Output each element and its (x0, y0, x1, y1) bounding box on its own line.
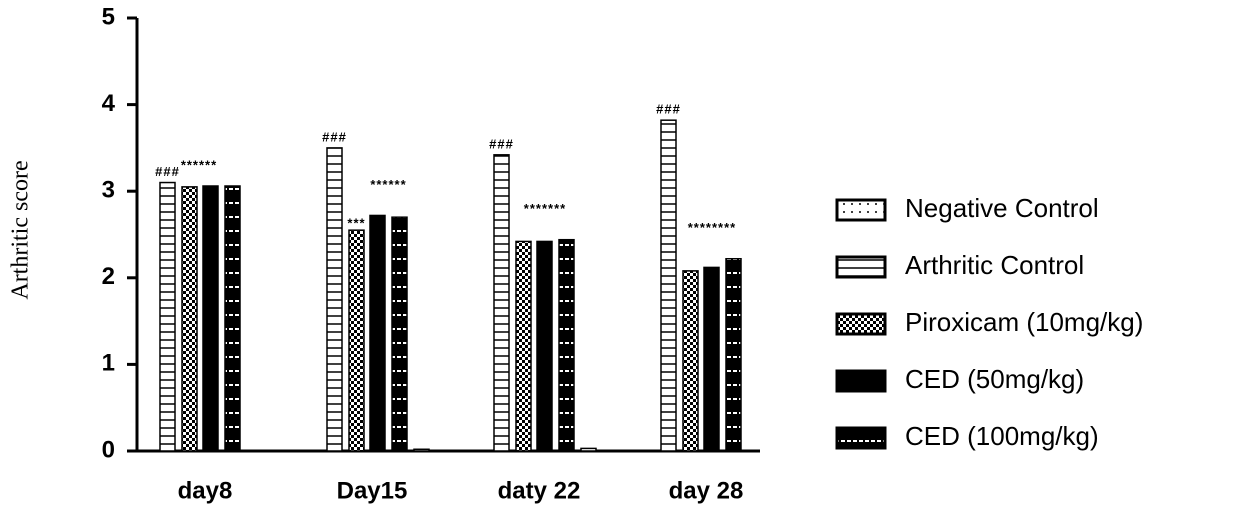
legend-label: Arthritic Control (905, 250, 1084, 280)
bar (348, 229, 365, 452)
bar (493, 154, 510, 452)
bar (181, 186, 198, 452)
bar (580, 447, 597, 452)
bar (224, 185, 241, 452)
legend-swatch (835, 198, 887, 222)
legend-swatch (835, 426, 887, 450)
annotation: ### (155, 164, 180, 179)
bar (515, 240, 532, 452)
y-tick-label: 4 (102, 90, 116, 117)
y-tick-label: 1 (102, 350, 115, 377)
legend-label: CED (100mg/kg) (905, 421, 1099, 451)
bar (703, 266, 720, 452)
bar (660, 119, 677, 452)
bar (326, 147, 343, 452)
annotation: ### (322, 129, 347, 144)
legend-swatch (835, 255, 887, 279)
annotation: ******* (524, 201, 566, 216)
bar (369, 214, 386, 452)
annotation: ### (489, 136, 514, 151)
x-tick-label: day8 (178, 477, 233, 504)
bar (725, 257, 742, 452)
bar (413, 448, 430, 452)
legend-label: Negative Control (905, 193, 1099, 223)
annotation: ****** (370, 177, 406, 192)
x-tick-label: daty 22 (498, 477, 581, 504)
bar (159, 181, 176, 452)
annotation: *** (347, 216, 365, 231)
y-tick-label: 3 (102, 177, 115, 204)
annotation: ### (656, 102, 681, 117)
y-tick-label: 5 (102, 3, 115, 30)
y-axis-label: Arthritic score (8, 160, 34, 299)
bar (202, 185, 219, 452)
bar (558, 238, 575, 452)
x-tick-label: Day15 (337, 477, 408, 504)
legend-swatch (835, 312, 887, 336)
x-tick-label: day 28 (669, 477, 744, 504)
legend-label: Piroxicam (10mg/kg) (905, 307, 1143, 337)
bar (391, 216, 408, 452)
y-tick-label: 0 (102, 436, 115, 463)
y-tick-label: 2 (102, 263, 115, 290)
annotation: ****** (181, 157, 217, 172)
bar (536, 240, 553, 452)
annotation: ******** (688, 220, 736, 235)
bar (682, 270, 699, 452)
legend-swatch (835, 369, 887, 393)
legend-label: CED (50mg/kg) (905, 364, 1084, 394)
